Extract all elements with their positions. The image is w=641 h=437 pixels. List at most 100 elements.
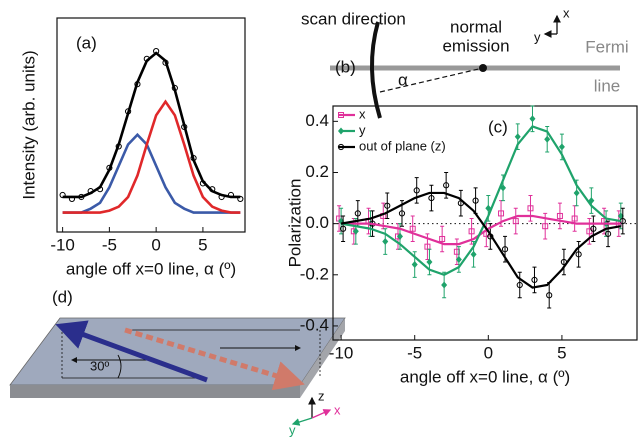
- normal-label: normal: [450, 17, 502, 36]
- error-bar: [561, 248, 566, 276]
- marker: [590, 225, 597, 232]
- marker: [337, 143, 345, 151]
- error-bar: [606, 220, 611, 248]
- marker: [512, 218, 519, 225]
- fit-curve: [62, 51, 241, 199]
- error-bar: [557, 202, 562, 230]
- legend-label: y: [359, 122, 366, 137]
- error-bar: [528, 195, 533, 222]
- error-bar: [410, 215, 415, 243]
- marker: [556, 212, 563, 219]
- error-bar: [385, 192, 390, 220]
- error-bar: [591, 215, 596, 243]
- x-tick-label: -10: [329, 343, 354, 362]
- plot-frame: [332, 105, 638, 341]
- error-bar: [429, 184, 434, 212]
- marker: [143, 55, 150, 62]
- fermi-label: line: [594, 76, 620, 95]
- marker: [558, 143, 565, 151]
- marker: [354, 210, 361, 217]
- marker: [411, 261, 418, 269]
- axis-label: z: [318, 388, 325, 403]
- marker: [338, 127, 344, 135]
- y-tick-label: 0.4: [305, 111, 329, 130]
- marker: [527, 205, 534, 212]
- marker: [199, 180, 207, 187]
- axis-arrow: [311, 409, 332, 419]
- marker: [571, 215, 578, 222]
- error-bar: [532, 266, 537, 294]
- error-bar: [440, 225, 445, 253]
- error-bar: [366, 207, 371, 235]
- marker: [209, 186, 216, 193]
- error-bar: [513, 207, 518, 235]
- fit-curve: [62, 99, 241, 214]
- axis-label: x: [563, 5, 570, 20]
- marker: [352, 227, 359, 235]
- marker: [443, 182, 450, 189]
- y-axis-title: Polarization: [285, 179, 304, 268]
- marker: [575, 251, 582, 258]
- x-tick-label: -10: [50, 235, 75, 254]
- error-bar: [620, 207, 625, 235]
- marker: [441, 281, 448, 289]
- marker: [190, 154, 197, 162]
- marker: [501, 246, 509, 253]
- angle-arc: [117, 354, 122, 379]
- marker: [468, 228, 475, 235]
- fit-curve: [62, 132, 241, 214]
- x-tick-label: -5: [407, 343, 422, 362]
- error-bar: [572, 205, 577, 232]
- legend-label: out of plane (z): [359, 138, 446, 153]
- alpha-label: α: [398, 70, 408, 89]
- x-tick-label: 5: [557, 343, 566, 362]
- marker: [338, 112, 344, 118]
- marker: [428, 194, 435, 202]
- scan-label: scan direction: [301, 9, 406, 28]
- marker: [396, 232, 403, 240]
- marker: [153, 47, 160, 55]
- marker: [573, 189, 580, 197]
- marker: [472, 197, 479, 204]
- marker: [134, 81, 141, 88]
- axis-label: y: [289, 422, 296, 437]
- marker: [171, 84, 178, 92]
- fit-curve: [340, 191, 621, 289]
- marker: [413, 187, 420, 194]
- x-tick-label: 0: [484, 343, 493, 362]
- error-bar: [458, 189, 463, 217]
- marker: [227, 191, 235, 199]
- marker: [382, 238, 389, 246]
- normal-point: [479, 64, 487, 72]
- fit-curve: [341, 214, 621, 246]
- marker: [470, 250, 477, 258]
- beam-in: [55, 320, 208, 383]
- y-tick-label: 0.0: [305, 213, 329, 232]
- emission-line: [379, 67, 484, 93]
- error-bar: [337, 205, 342, 232]
- marker: [529, 115, 536, 123]
- slab-side: [300, 318, 345, 398]
- axis-label: y: [534, 29, 541, 44]
- marker: [339, 225, 347, 232]
- fermi-label: Fermi: [585, 37, 628, 56]
- marker: [59, 191, 66, 199]
- marker: [516, 281, 523, 289]
- marker: [546, 292, 553, 299]
- axis-arrow: [291, 417, 313, 426]
- marker: [162, 59, 169, 66]
- marker: [218, 193, 225, 201]
- error-bar: [473, 187, 478, 214]
- marker: [124, 108, 132, 115]
- marker: [181, 123, 188, 131]
- error-bar: [576, 241, 581, 268]
- marker: [87, 188, 94, 195]
- marker: [426, 258, 433, 266]
- marker: [384, 202, 391, 209]
- x-axis-title: angle off x=0 line, α (º): [400, 367, 570, 386]
- y-axis-title: Intensity (arb. units): [19, 50, 38, 199]
- marker: [237, 195, 244, 203]
- error-bar: [517, 271, 522, 299]
- x-tick-label: 0: [151, 235, 160, 254]
- marker: [455, 255, 462, 263]
